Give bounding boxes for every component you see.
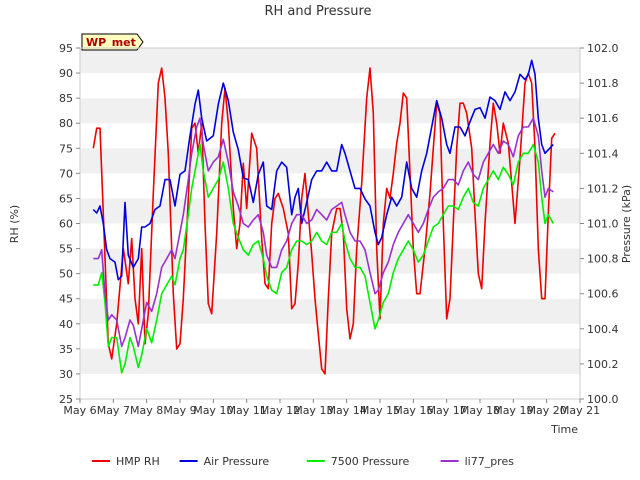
y-tick-label: 35 bbox=[59, 343, 73, 356]
y-tick-label: 55 bbox=[59, 243, 73, 256]
y2-axis-label: Pressure (kPa) bbox=[620, 185, 633, 263]
station-badge: WP_met bbox=[81, 33, 144, 51]
station-badge-label: WP_met bbox=[86, 36, 136, 49]
series-line-li77-pres bbox=[93, 117, 554, 348]
x-tick-label: May 20 bbox=[527, 404, 567, 417]
grid-band bbox=[80, 298, 580, 324]
y-axis-label: RH (%) bbox=[8, 205, 21, 243]
x-axis-label: Time bbox=[550, 423, 578, 436]
legend: HMP RH Air Pressure 7500 Pressure li77_pres bbox=[92, 455, 514, 468]
x-tick-label: May 6 bbox=[63, 404, 96, 417]
y2-tick-label: 101.2 bbox=[587, 182, 619, 195]
y-tick-label: 65 bbox=[59, 192, 73, 205]
y2-tick-label: 101.6 bbox=[587, 112, 619, 125]
y-tick-label: 40 bbox=[59, 318, 73, 331]
legend-label: HMP RH bbox=[116, 455, 160, 468]
y2-tick-label: 101.4 bbox=[587, 147, 619, 160]
x-tick-label: May 19 bbox=[493, 404, 533, 417]
y2-tick-label: 100.8 bbox=[587, 253, 619, 266]
y-tick-label: 50 bbox=[59, 268, 73, 281]
y-tick-label: 80 bbox=[59, 117, 73, 130]
grid-band bbox=[80, 98, 580, 124]
x-tick-label: May 16 bbox=[393, 404, 433, 417]
x-tick-label: May 13 bbox=[293, 404, 333, 417]
y2-tick-label: 102.0 bbox=[587, 42, 619, 55]
x-tick-label: May 14 bbox=[327, 404, 367, 417]
grid-bands bbox=[80, 48, 580, 399]
y-tick-label: 85 bbox=[59, 92, 73, 105]
x-tick-label: May 12 bbox=[260, 404, 300, 417]
y-tick-label: 75 bbox=[59, 142, 73, 155]
series-line-air-pressure bbox=[92, 59, 554, 281]
x-tick-label: May 17 bbox=[427, 404, 467, 417]
x-tick-label: May 9 bbox=[163, 404, 196, 417]
y-tick-label: 25 bbox=[59, 393, 73, 406]
y-tick-label: 30 bbox=[59, 368, 73, 381]
y2-tick-label: 100.0 bbox=[587, 393, 619, 406]
x-tick-label: May 15 bbox=[360, 404, 400, 417]
chart-title: RH and Pressure bbox=[264, 4, 371, 19]
series-line-7500-pressure bbox=[93, 143, 554, 374]
y2-tick-label: 101.8 bbox=[587, 77, 619, 90]
y2-tick-label: 100.6 bbox=[587, 288, 619, 301]
y-tick-label: 90 bbox=[59, 67, 73, 80]
grid-band bbox=[80, 323, 580, 349]
x-tick-label: May 18 bbox=[460, 404, 500, 417]
y2-tick-label: 100.2 bbox=[587, 358, 619, 371]
grid-band bbox=[80, 173, 580, 199]
x-tick-label: May 10 bbox=[193, 404, 233, 417]
legend-label: li77_pres bbox=[465, 455, 515, 468]
series-lines bbox=[92, 59, 556, 375]
series-line-hmp-rh bbox=[92, 67, 556, 375]
grid-band bbox=[80, 348, 580, 374]
grid-band bbox=[80, 198, 580, 224]
legend-label: Air Pressure bbox=[204, 455, 270, 468]
y-tick-label: 70 bbox=[59, 167, 73, 180]
x-tick-label: May 8 bbox=[130, 404, 163, 417]
station-badge-box bbox=[81, 33, 144, 51]
grid-band bbox=[80, 48, 580, 74]
x-tick-label: May 21 bbox=[560, 404, 600, 417]
grid-band bbox=[80, 373, 580, 399]
y-axis-left: 25 30 35 40 45 50 55 60 65 70 75 80 85 90 95 bbox=[59, 42, 80, 406]
y-tick-label: 45 bbox=[59, 293, 73, 306]
y2-tick-label: 100.4 bbox=[587, 323, 619, 336]
y-tick-label: 60 bbox=[59, 218, 73, 231]
y-tick-label: 95 bbox=[59, 42, 73, 55]
legend-label: 7500 Pressure bbox=[331, 455, 410, 468]
x-tick-label: May 7 bbox=[97, 404, 130, 417]
y2-tick-label: 101.0 bbox=[587, 218, 619, 231]
x-tick-label: May 11 bbox=[227, 404, 267, 417]
y-axis-right: 100.0 100.2 100.4 100.6 100.8 101.0 101.2 101.4… bbox=[580, 42, 619, 406]
